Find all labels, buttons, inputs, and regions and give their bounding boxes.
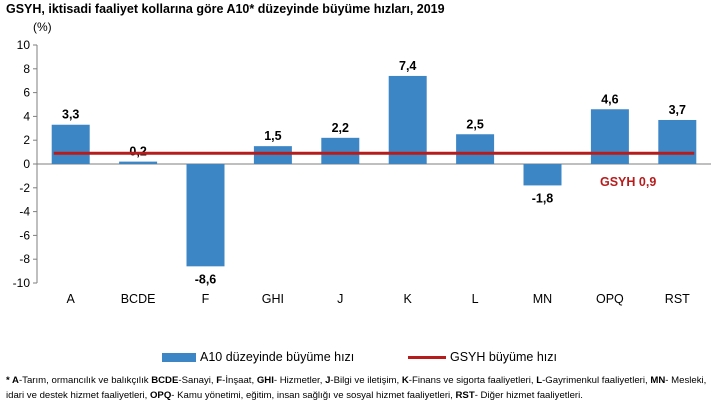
footnote-abbr: MN — [650, 375, 666, 386]
y-tick-label: -8 — [19, 252, 30, 266]
legend-bar-swatch — [162, 353, 196, 363]
data-label: 2,5 — [466, 117, 483, 131]
x-tick-label: RST — [665, 292, 690, 306]
legend-item-bars: A10 düzeyinde büyüme hızı — [162, 350, 354, 364]
bar-ghi — [253, 146, 292, 164]
data-label: -1,8 — [532, 191, 554, 205]
x-tick-label: L — [472, 292, 479, 306]
x-tick-label: J — [337, 292, 343, 306]
x-tick-label: K — [404, 292, 413, 306]
footnote-text: -Tarım, ormancılık ve balıkçılık — [18, 375, 152, 386]
data-label: 2,2 — [332, 121, 349, 135]
bar-l — [456, 134, 495, 164]
footnote-abbr: K — [401, 375, 409, 386]
y-unit-label: (%) — [33, 20, 52, 34]
y-tick-label: -4 — [19, 205, 30, 219]
y-tick-label: 6 — [23, 86, 30, 100]
footnote-abbr: RST — [455, 390, 475, 401]
footnote: * A-Tarım, ormancılık ve balıkçılık BCDE… — [6, 373, 722, 403]
data-label: 3,7 — [669, 103, 686, 117]
footnote-abbr: J — [325, 375, 331, 386]
footnote-text: -Bilgi ve iletişim, — [330, 375, 402, 386]
bar-rst — [658, 119, 697, 164]
bar-bcde — [119, 161, 158, 164]
x-tick-label: F — [202, 292, 210, 306]
y-tick-label: 8 — [23, 62, 30, 76]
x-tick-label: MN — [533, 292, 552, 306]
footnote-abbr: L — [536, 375, 543, 386]
data-label: 1,5 — [264, 129, 281, 143]
legend-item-line: GSYH büyüme hızı — [408, 350, 557, 364]
footnote-text: - Diğer hizmet faaliyetleri. — [474, 390, 583, 401]
data-label: 7,4 — [399, 59, 416, 73]
data-label: 4,6 — [601, 92, 618, 106]
footnote-text: -Gayrimenkul faaliyetleri, — [542, 375, 651, 386]
bar-j — [321, 137, 360, 164]
footnote-text: - Hizmetler, — [273, 375, 326, 386]
y-tick-label: 4 — [23, 109, 30, 123]
bar-mn — [523, 164, 562, 186]
y-tick-label: 10 — [17, 38, 31, 52]
y-tick-label: 2 — [23, 133, 30, 147]
footnote-abbr: F — [216, 375, 223, 386]
bar-k — [388, 75, 427, 164]
bar-chart: (%)10 8 6 4 2 0 -2 -4 -6 -8 -10 3,3 A 0,2 BCDE -8,6 F 1,5… — [13, 20, 711, 306]
footnote-text: -İnşaat, — [222, 375, 257, 386]
legend-line-label: GSYH büyüme hızı — [450, 350, 557, 364]
bar-a — [51, 124, 90, 164]
footnote-abbr: BCDE — [151, 375, 179, 386]
data-label: -8,6 — [195, 272, 217, 286]
legend-line-swatch — [408, 356, 446, 360]
y-tick-label: -2 — [19, 181, 30, 195]
footnote-text: -Finans ve sigorta faaliyetleri, — [408, 375, 537, 386]
footnote-abbr: GHI — [256, 375, 274, 386]
footnote-text: - Mesleki, idari ve destek hizmet faaliy… — [6, 375, 707, 401]
data-label: 0,2 — [129, 145, 146, 159]
footnote-abbr: * A — [6, 375, 19, 386]
legend-bar-label: A10 düzeyinde büyüme hızı — [200, 350, 355, 364]
footnote-abbr: OPQ — [149, 390, 172, 401]
footnote-text: - Kamu yönetimi, eğitim, insan sağlığı v… — [171, 390, 456, 401]
y-tick-label: 0 — [23, 157, 30, 171]
data-label: 3,3 — [62, 108, 79, 122]
bar-opq — [590, 109, 629, 164]
y-tick-label: -6 — [19, 228, 30, 242]
footnote-text: -Sanayi, — [178, 375, 217, 386]
bar-f — [186, 164, 225, 267]
x-tick-label: OPQ — [596, 292, 624, 306]
x-tick-label: BCDE — [121, 292, 156, 306]
x-tick-label: A — [67, 292, 76, 306]
x-tick-label: GHI — [262, 292, 284, 306]
y-tick-label: -10 — [13, 276, 31, 290]
chart-title: GSYH, iktisadi faaliyet kollarına göre A… — [6, 2, 445, 16]
gsyh-label: GSYH 0,9 — [600, 175, 656, 189]
